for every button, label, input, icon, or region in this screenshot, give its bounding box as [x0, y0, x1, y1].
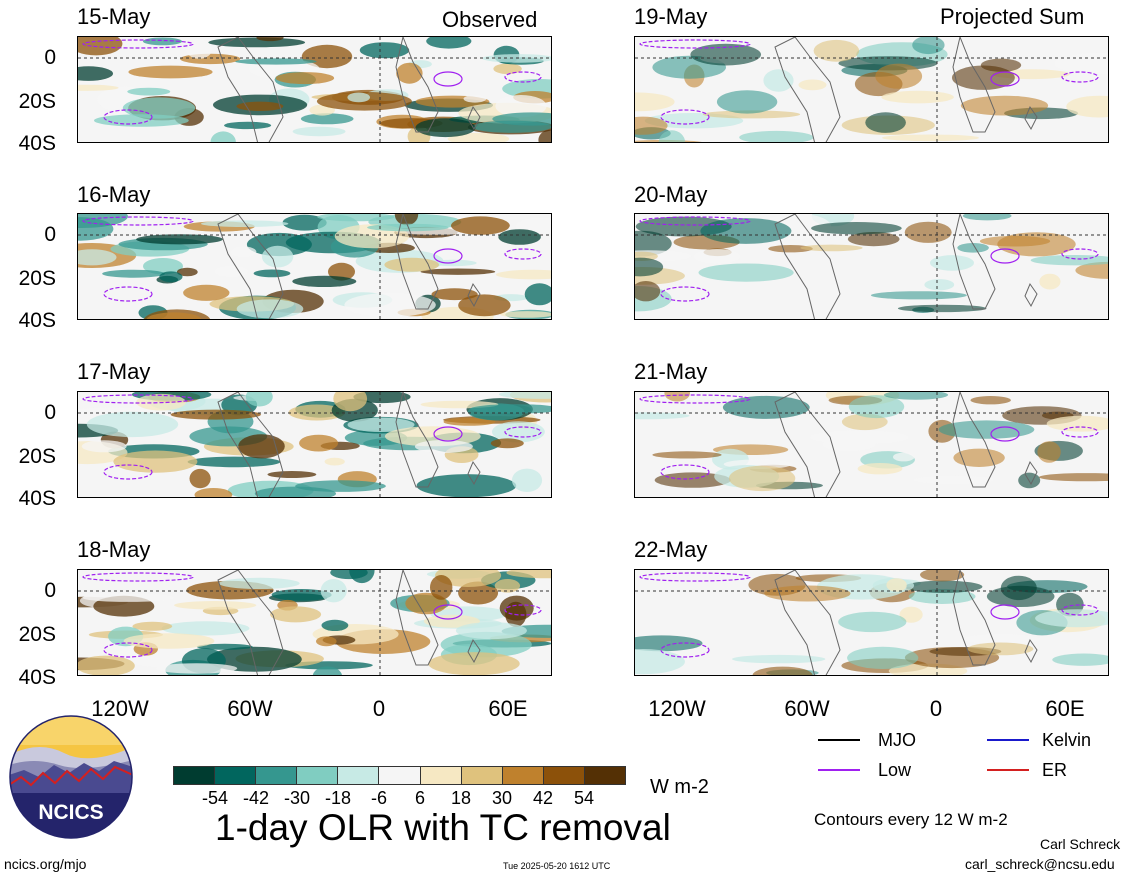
olr-map-panel: [634, 213, 1109, 320]
olr-map-panel: [77, 391, 552, 498]
colorbar-swatch: [338, 767, 380, 784]
colorbar-tick: 54: [573, 788, 595, 808]
legend-line-low: [818, 769, 860, 771]
y-label-40s: 40S: [18, 132, 56, 155]
colorbar-swatch: [461, 767, 503, 784]
panel-date-observed-4: 18-May: [77, 537, 151, 562]
y-label-0: 0: [44, 46, 56, 69]
legend-label-er: ER: [1042, 760, 1068, 780]
logo-text: NCICS: [38, 801, 103, 824]
colorbar-tick: -18: [324, 788, 351, 808]
y-label-0: 0: [44, 579, 56, 602]
footer-author: Carl Schreck: [1040, 836, 1121, 852]
x-label-120w: 120W: [648, 696, 706, 721]
olr-map-panel: [634, 569, 1109, 676]
legend-label-kelvin: Kelvin: [1042, 730, 1092, 750]
y-label-0: 0: [44, 401, 56, 424]
colorbar-swatch: [584, 767, 626, 784]
colorbar-tick: 30: [491, 788, 513, 808]
colorbar-tick: -42: [242, 788, 269, 808]
olr-map-panel: [634, 391, 1109, 498]
main-title: 1-day OLR with TC removal: [215, 807, 671, 848]
x-label-60w: 60W: [227, 696, 273, 721]
panel-date-projected-4: 22-May: [634, 537, 708, 562]
colorbar-tick: 6: [414, 788, 425, 808]
colorbar-swatch: [502, 767, 544, 784]
x-label-60e: 60E: [488, 696, 528, 721]
y-label-20s: 20S: [18, 267, 56, 290]
colorbar-swatch: [256, 767, 298, 784]
colorbar-swatch: [174, 767, 216, 784]
colorbar-tick: -30: [283, 788, 310, 808]
y-label-40s: 40S: [18, 309, 56, 332]
ncics-logo: NCICS: [9, 715, 133, 839]
y-label-20s: 20S: [18, 623, 56, 646]
colorbar-tick: -54: [201, 788, 228, 808]
panel-date-observed-3: 17-May: [77, 359, 151, 384]
panel-date-projected-2: 20-May: [634, 182, 708, 207]
olr-map-panel: [77, 36, 552, 143]
colorbar-swatch: [379, 767, 421, 784]
legend-label-low: Low: [878, 760, 912, 780]
panel-date-observed-2: 16-May: [77, 182, 151, 207]
y-label-40s: 40S: [18, 666, 56, 689]
panel-date-projected-1: 19-May: [634, 4, 708, 29]
x-label-0: 0: [372, 696, 386, 721]
panel-date-projected-3: 21-May: [634, 359, 708, 384]
x-label-60w: 60W: [784, 696, 830, 721]
footer-email: carl_schreck@ncsu.edu: [965, 856, 1115, 872]
y-label-0: 0: [44, 223, 56, 246]
colorbar-swatch: [543, 767, 585, 784]
x-label-0: 0: [929, 696, 943, 721]
footer-url: ncics.org/mjo: [4, 856, 87, 872]
colorbar-tick: -6: [370, 788, 387, 808]
projected-column-title: Projected Sum: [940, 4, 1085, 29]
x-label-120w: 120W: [91, 696, 149, 721]
olr-map-panel: [77, 569, 552, 676]
olr-map-panel: [77, 213, 552, 320]
panel-date-observed-1: 15-May: [77, 4, 151, 29]
colorbar-swatch: [420, 767, 462, 784]
legend-line-er: [987, 769, 1029, 771]
colorbar-swatch: [215, 767, 257, 784]
colorbar-units: W m-2: [650, 776, 709, 798]
x-label-60e: 60E: [1045, 696, 1085, 721]
legend-line-kelvin: [987, 739, 1029, 741]
colorbar-tick: 42: [532, 788, 554, 808]
colorbar: [173, 766, 626, 785]
contour-note: Contours every 12 W m-2: [814, 810, 1008, 829]
colorbar-swatch: [297, 767, 339, 784]
legend-line-mjo: [818, 739, 860, 741]
y-label-20s: 20S: [18, 445, 56, 468]
colorbar-tick: 18: [450, 788, 472, 808]
y-label-20s: 20S: [18, 90, 56, 113]
footer-timestamp: Tue 2025-05-20 1612 UTC: [503, 861, 611, 871]
legend-label-mjo: MJO: [878, 730, 916, 750]
y-label-40s: 40S: [18, 487, 56, 510]
olr-map-panel: [634, 36, 1109, 143]
observed-column-title: Observed: [442, 7, 538, 32]
